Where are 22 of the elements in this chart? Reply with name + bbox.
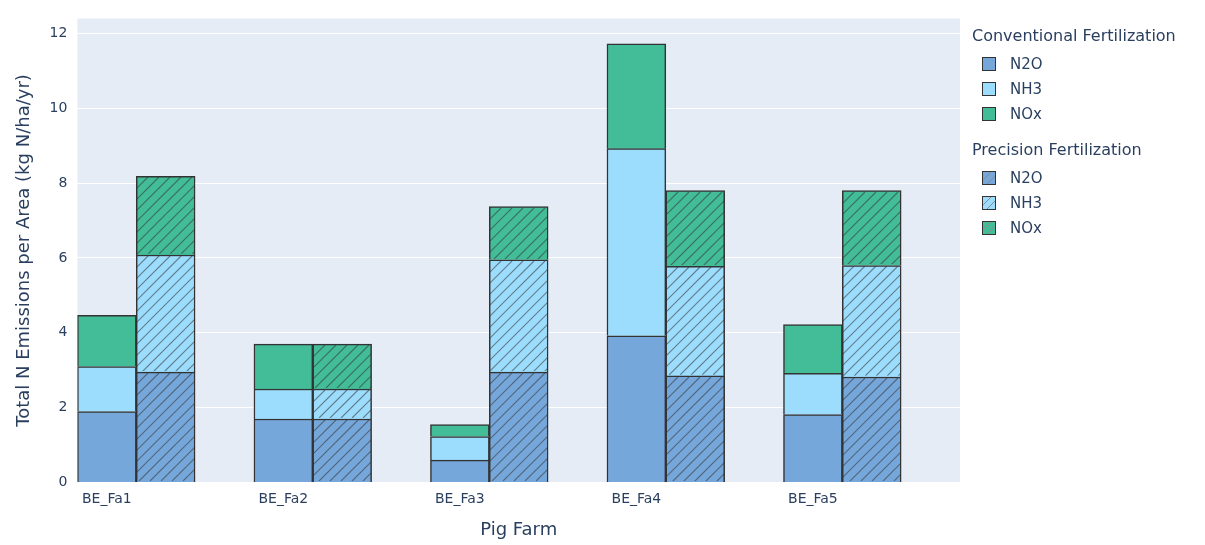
legend-label: NOx bbox=[1010, 218, 1042, 237]
x-tick-label: BE_Fa1 bbox=[81, 489, 132, 506]
y-tick-label: 6 bbox=[58, 248, 68, 265]
legend-label: NH3 bbox=[1010, 79, 1043, 98]
x-axis-title: Pig Farm bbox=[480, 517, 558, 539]
y-axis-title: Total N Emissions per Area (kg N/ha/yr) bbox=[12, 74, 34, 428]
y-tick-label: 12 bbox=[49, 24, 68, 41]
legend-label: NOx bbox=[1010, 104, 1042, 123]
legend-label: NH3 bbox=[1010, 193, 1043, 212]
y-tick-label: 2 bbox=[58, 398, 68, 415]
x-tick-label: BE_Fa2 bbox=[258, 489, 309, 506]
legend-label: N2O bbox=[1010, 168, 1043, 187]
y-tick-label: 0 bbox=[58, 473, 68, 490]
y-tick-label: 10 bbox=[49, 98, 68, 115]
x-tick-label: BE_Fa5 bbox=[788, 489, 838, 506]
x-tick-label: BE_Fa4 bbox=[611, 489, 662, 506]
text: Precision Fertilization bbox=[972, 140, 1142, 159]
y-tick-label: 4 bbox=[58, 323, 68, 340]
legend-label: N2O bbox=[1010, 54, 1043, 73]
x-tick-label: BE_Fa3 bbox=[435, 489, 485, 506]
text: Conventional Fertilization bbox=[972, 26, 1176, 45]
y-tick-label: 8 bbox=[58, 173, 68, 190]
